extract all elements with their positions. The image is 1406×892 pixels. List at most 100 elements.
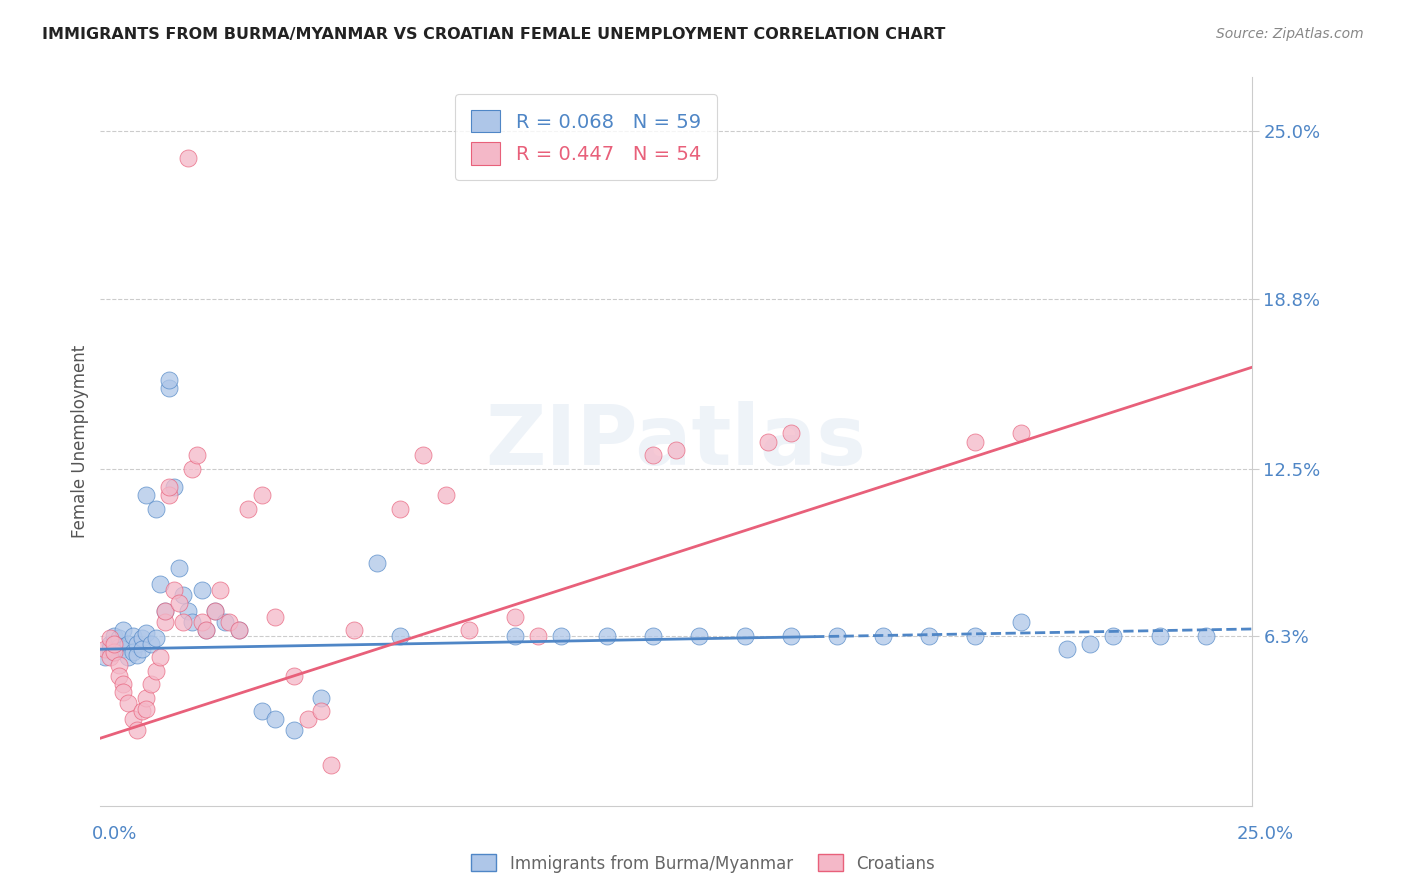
Point [965,629,987,643]
Point [103,637,125,651]
Point [1010,615,1032,630]
Point [366,556,388,570]
Point [131,704,153,718]
Point [139,677,162,691]
Point [503,610,526,624]
Point [550,629,572,643]
Point [825,629,848,643]
Point [112,624,135,638]
Point [343,624,366,638]
Point [145,664,167,678]
Point [190,582,212,597]
Point [163,582,186,597]
Point [159,480,181,494]
Point [159,372,181,386]
Text: 0.0%: 0.0% [91,825,136,843]
Point [186,448,208,462]
Point [117,637,139,651]
Point [918,629,941,643]
Point [107,669,129,683]
Point [527,629,550,643]
Point [1149,629,1171,643]
Y-axis label: Female Unemployment: Female Unemployment [72,345,89,538]
Point [131,632,153,646]
Point [264,712,287,726]
Point [145,632,167,646]
Point [139,637,162,651]
Point [107,640,129,654]
Point [228,624,250,638]
Point [167,596,190,610]
Point [204,604,226,618]
Point [228,624,250,638]
Point [319,758,342,772]
Text: ZIPatlas: ZIPatlas [485,401,866,482]
Point [190,615,212,630]
Point [163,480,186,494]
Point [94,650,117,665]
Point [153,604,176,618]
Point [135,690,157,705]
Point [121,712,143,726]
Point [181,461,204,475]
Point [264,610,287,624]
Point [127,637,149,651]
Point [195,624,218,638]
Point [204,604,226,618]
Point [98,632,121,646]
Point [153,604,176,618]
Text: 25.0%: 25.0% [1236,825,1294,843]
Point [98,637,121,651]
Point [641,448,664,462]
Point [756,434,779,449]
Point [236,502,259,516]
Point [117,696,139,710]
Point [181,615,204,630]
Legend: R = 0.068   N = 59, R = 0.447   N = 54: R = 0.068 N = 59, R = 0.447 N = 54 [456,95,717,180]
Point [195,624,218,638]
Point [145,502,167,516]
Point [780,629,803,643]
Point [135,701,157,715]
Point [283,723,305,738]
Point [159,488,181,502]
Point [127,648,149,662]
Legend: Immigrants from Burma/Myanmar, Croatians: Immigrants from Burma/Myanmar, Croatians [464,847,942,880]
Point [149,650,172,665]
Point [149,577,172,591]
Point [214,615,236,630]
Point [121,629,143,643]
Point [117,650,139,665]
Point [965,434,987,449]
Point [1080,637,1102,651]
Point [98,642,121,657]
Point [103,629,125,643]
Point [503,629,526,643]
Point [153,615,176,630]
Point [112,642,135,657]
Point [103,645,125,659]
Point [297,712,319,726]
Point [159,381,181,395]
Point [457,624,479,638]
Point [94,642,117,657]
Point [250,704,273,718]
Point [1056,642,1078,657]
Point [388,629,411,643]
Point [311,704,333,718]
Point [250,488,273,502]
Text: Source: ZipAtlas.com: Source: ZipAtlas.com [1216,27,1364,41]
Point [734,629,756,643]
Point [112,685,135,699]
Text: IMMIGRANTS FROM BURMA/MYANMAR VS CROATIAN FEMALE UNEMPLOYMENT CORRELATION CHART: IMMIGRANTS FROM BURMA/MYANMAR VS CROATIA… [42,27,946,42]
Point [311,690,333,705]
Point [872,629,894,643]
Point [167,561,190,575]
Point [135,626,157,640]
Point [596,629,619,643]
Point [412,448,434,462]
Point [135,488,157,502]
Point [688,629,710,643]
Point [641,629,664,643]
Point [388,502,411,516]
